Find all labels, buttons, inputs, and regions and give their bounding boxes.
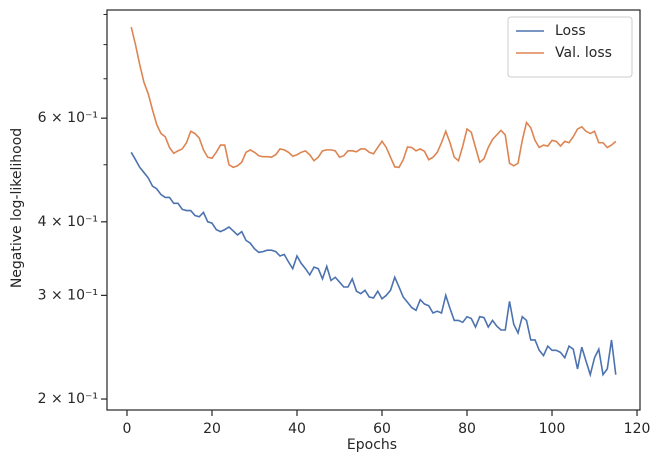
x-tick-label: 40 (288, 421, 306, 437)
y-tick-label: 4 × 10⁻¹ (38, 214, 98, 230)
y-axis-label: Negative log-likelihood (9, 128, 25, 288)
line-series (130, 26, 617, 169)
y-tick-label: 2 × 10⁻¹ (38, 391, 98, 407)
x-tick-label: 100 (539, 421, 566, 437)
legend-box (507, 16, 633, 78)
x-axis-label: Epochs (347, 437, 397, 453)
x-tick-label: 60 (373, 421, 391, 437)
legend-label: Val. loss (555, 45, 612, 61)
x-tick-label: 80 (458, 421, 476, 437)
plot-frame (106, 9, 641, 411)
line-series (130, 151, 617, 378)
y-tick-label: 3 × 10⁻¹ (38, 287, 98, 303)
x-tick-label: 20 (203, 421, 221, 437)
legend-label: Loss (555, 23, 586, 39)
x-tick-label: 120 (624, 421, 651, 437)
x-tick-label: 0 (123, 421, 132, 437)
y-tick-label: 6 × 10⁻¹ (38, 110, 98, 126)
